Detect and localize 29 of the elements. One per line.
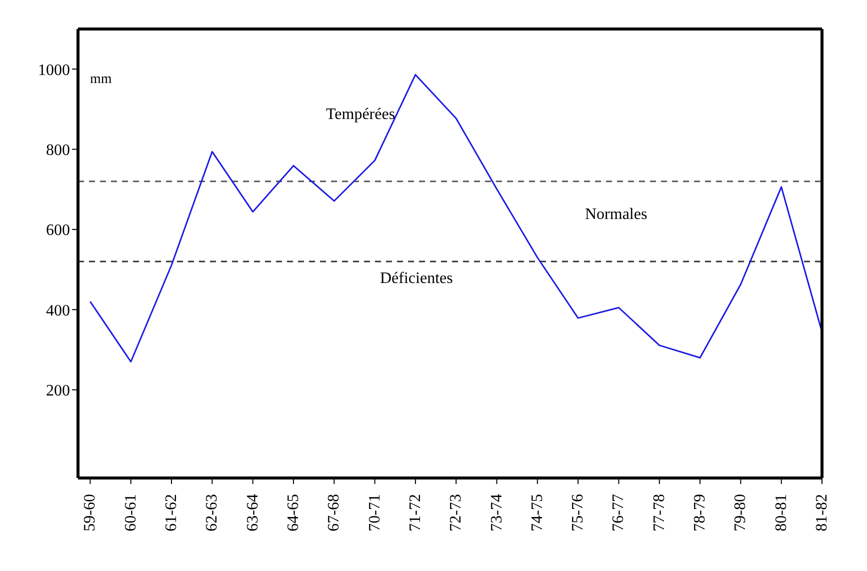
x-tick-label: 78-79 bbox=[692, 494, 709, 532]
annotation: Déficientes bbox=[380, 270, 453, 288]
x-tick-label: 67-68 bbox=[326, 494, 343, 532]
x-tick-label: 71-72 bbox=[406, 494, 424, 532]
y-axis-title: mm bbox=[90, 72, 112, 88]
x-tick-label: 81-82 bbox=[814, 494, 830, 532]
y-tick-label: 800 bbox=[46, 142, 70, 159]
x-tick-label: 79-80 bbox=[732, 494, 750, 532]
y-tick-label: 600 bbox=[46, 222, 70, 240]
x-tick-label: 72-73 bbox=[448, 494, 465, 532]
y-tick-label: 400 bbox=[46, 302, 70, 320]
x-tick-label: 62-63 bbox=[204, 494, 221, 532]
x-tick-label: 76-77 bbox=[610, 494, 628, 532]
x-tick-label: 70-71 bbox=[366, 494, 384, 532]
x-tick-label: 59-60 bbox=[82, 494, 99, 532]
x-tick-label: 63-64 bbox=[244, 494, 262, 532]
x-tick-label: 64-65 bbox=[284, 494, 302, 532]
annotation: Tempérées bbox=[326, 106, 396, 124]
x-tick-label: 74-75 bbox=[528, 494, 546, 532]
line-series bbox=[89, 74, 822, 362]
x-tick-label: 75-76 bbox=[570, 494, 587, 532]
y-tick-label: 200 bbox=[46, 382, 70, 400]
y-tick-label: 1000 bbox=[38, 62, 70, 79]
x-tick-label: 80-81 bbox=[772, 494, 790, 532]
x-tick-label: 60-61 bbox=[122, 494, 140, 532]
x-tick-label: 73-74 bbox=[488, 494, 506, 532]
x-tick-label: 61-62 bbox=[163, 494, 180, 532]
x-tick-label: 77-78 bbox=[650, 494, 668, 532]
annotation: Normales bbox=[585, 206, 648, 224]
